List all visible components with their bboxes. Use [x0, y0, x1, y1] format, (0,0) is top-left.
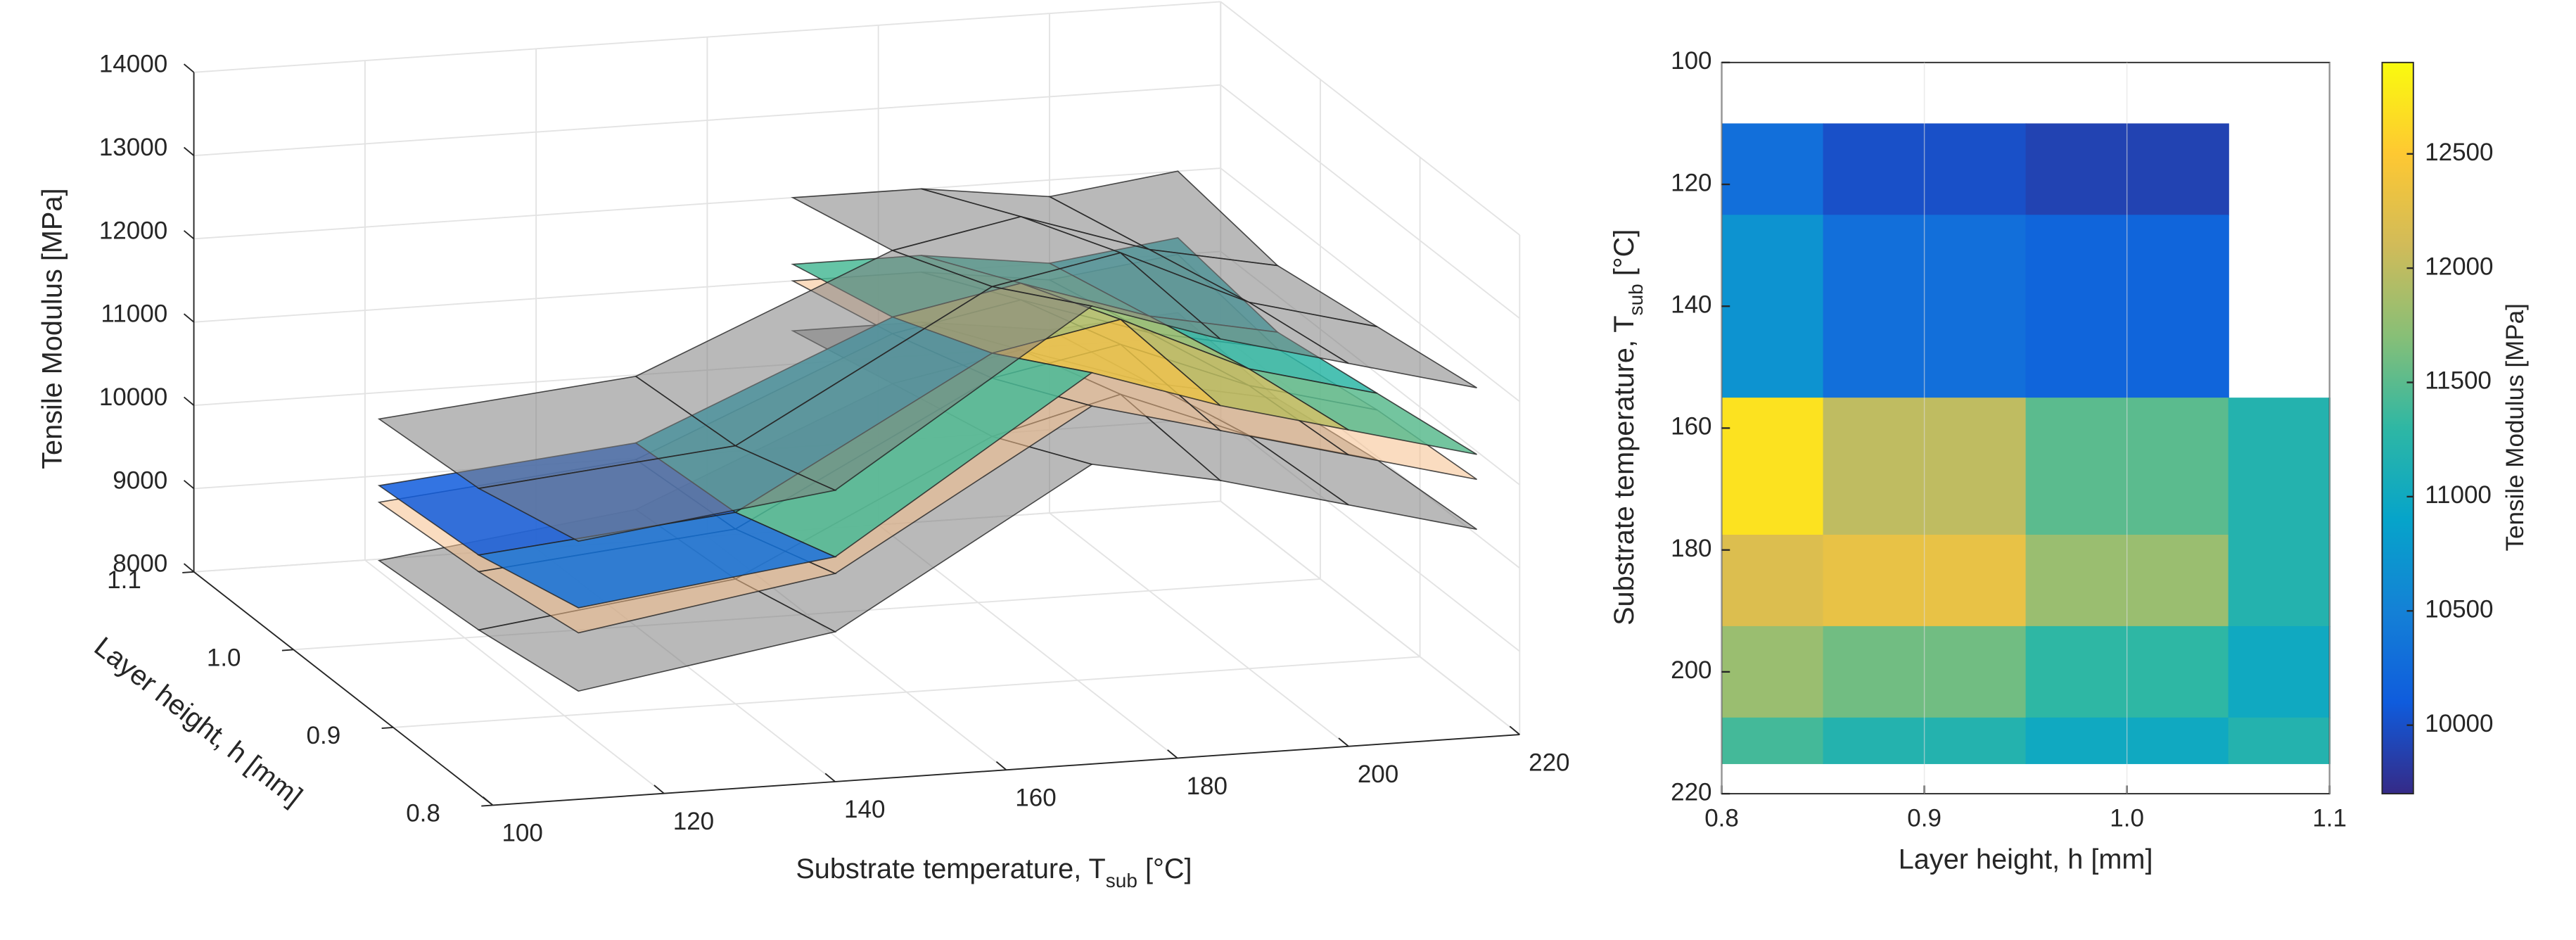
- colorbar-tick-label: 12000: [2425, 253, 2493, 280]
- y-axis-label-part: [°C]: [1609, 229, 1640, 284]
- tick-mark: [183, 480, 195, 490]
- y-tick-label: 140: [1671, 291, 1711, 318]
- x-tick-label: 140: [844, 796, 885, 823]
- tick-mark: [481, 804, 493, 807]
- y-axis-label: Substrate temperature, Tsub [°C]: [1609, 229, 1647, 625]
- colorbar-tick-label: 11500: [2425, 367, 2492, 395]
- y-tick-label: 120: [1671, 169, 1711, 196]
- x-tick-label: 120: [673, 808, 714, 835]
- grid-line: [1220, 500, 1520, 735]
- contour-cell: [1721, 535, 1824, 628]
- x-axis-label: Layer height, h [mm]: [1899, 844, 2153, 875]
- contour-cell: [1721, 398, 1824, 536]
- tick-mark: [824, 773, 836, 782]
- tick-mark: [1509, 725, 1520, 735]
- grid-line: [1220, 84, 1520, 319]
- grid-line: [193, 84, 1221, 157]
- colorbar-tick-label: 12500: [2425, 139, 2493, 166]
- y-tick-label: 0.9: [307, 722, 341, 749]
- y-tick-label: 1.0: [207, 644, 241, 672]
- x-tick-label: 220: [1529, 749, 1569, 776]
- contour-cell: [2228, 398, 2330, 536]
- tick-mark: [183, 63, 195, 73]
- x-tick-label: 1.1: [2312, 805, 2347, 832]
- tick-mark: [995, 761, 1007, 770]
- x-axis-label-part: sub: [1106, 870, 1137, 891]
- tick-mark: [653, 785, 665, 794]
- tick-mark: [281, 649, 294, 652]
- x-tick-label: 200: [1358, 761, 1398, 788]
- z-axis-label: Tensile Modulus [MPa]: [37, 189, 68, 469]
- grid-line: [393, 656, 1420, 728]
- z-tick-label: 10000: [99, 383, 167, 411]
- x-tick-label: 100: [502, 820, 542, 847]
- colorbar-tick-label: 11000: [2425, 481, 2492, 509]
- y-tick-label: 180: [1671, 535, 1711, 562]
- colorbar: [2381, 61, 2414, 795]
- z-tick-label: 9000: [113, 466, 167, 494]
- z-tick-label: 11000: [101, 300, 167, 328]
- tick-mark: [1338, 737, 1349, 747]
- grid-line: [364, 559, 665, 794]
- y-tick-label: 1.1: [107, 566, 141, 594]
- tick-mark: [183, 230, 195, 240]
- contour-cell: [1721, 625, 1824, 718]
- x-axis-label-part: Substrate temperature, T: [796, 853, 1105, 884]
- contour-cell: [2228, 625, 2330, 718]
- y-tick-label: 160: [1671, 413, 1711, 440]
- x-tick-label: 160: [1015, 785, 1056, 812]
- y-axis-label: Layer height, h [mm]: [89, 631, 308, 812]
- grid-line: [193, 167, 1221, 240]
- x-tick-label: 0.8: [1704, 805, 1739, 832]
- z-tick-label: 13000: [99, 134, 167, 161]
- x-tick-label: 180: [1187, 773, 1228, 800]
- tick-mark: [183, 146, 195, 156]
- surface-patch: [477, 512, 837, 609]
- tick-mark: [182, 571, 194, 573]
- contour-cell: [1721, 215, 1824, 399]
- surface-patch: [477, 445, 837, 542]
- y-tick-label: 200: [1671, 656, 1711, 684]
- y-axis-label-part: Substrate temperature, T: [1609, 315, 1640, 625]
- y-tick-label: 100: [1671, 47, 1711, 75]
- z-tick-label: 12000: [99, 217, 167, 244]
- tick-mark: [483, 796, 494, 806]
- tick-mark: [1167, 749, 1178, 759]
- tick-mark: [183, 563, 195, 573]
- x-tick-label: 1.0: [2110, 805, 2144, 832]
- y-axis-label-part: sub: [1625, 284, 1647, 315]
- grid-line: [193, 1, 1221, 73]
- tick-mark: [183, 396, 195, 406]
- contour-cell: [2228, 535, 2330, 628]
- z-tick-label: 8000: [113, 550, 167, 578]
- grid-line: [1049, 512, 1349, 747]
- axis-line: [193, 571, 494, 806]
- colorbar-tick-label: 10000: [2425, 710, 2493, 737]
- tick-mark: [183, 313, 195, 323]
- colorbar-label: Tensile Modulus [MPa]: [2501, 303, 2529, 551]
- x-axis-label-part: [°C]: [1137, 853, 1192, 884]
- grid-line: [1220, 167, 1520, 402]
- x-axis-label: Substrate temperature, Tsub [°C]: [796, 853, 1192, 891]
- x-tick-label: 0.9: [1907, 805, 1941, 832]
- contour-cell: [1721, 717, 1824, 764]
- y-tick-label: 0.8: [406, 800, 440, 827]
- contour-cell: [1721, 123, 1824, 216]
- z-tick-label: 14000: [99, 51, 167, 78]
- contour-cell: [2228, 717, 2330, 764]
- colorbar-tick-label: 10500: [2425, 596, 2493, 623]
- grid-line: [1220, 1, 1520, 236]
- y-tick-label: 220: [1671, 778, 1711, 806]
